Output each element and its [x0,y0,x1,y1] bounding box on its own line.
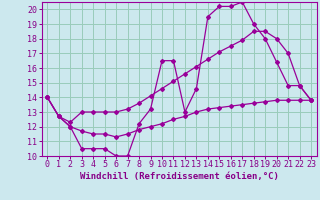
X-axis label: Windchill (Refroidissement éolien,°C): Windchill (Refroidissement éolien,°C) [80,172,279,181]
